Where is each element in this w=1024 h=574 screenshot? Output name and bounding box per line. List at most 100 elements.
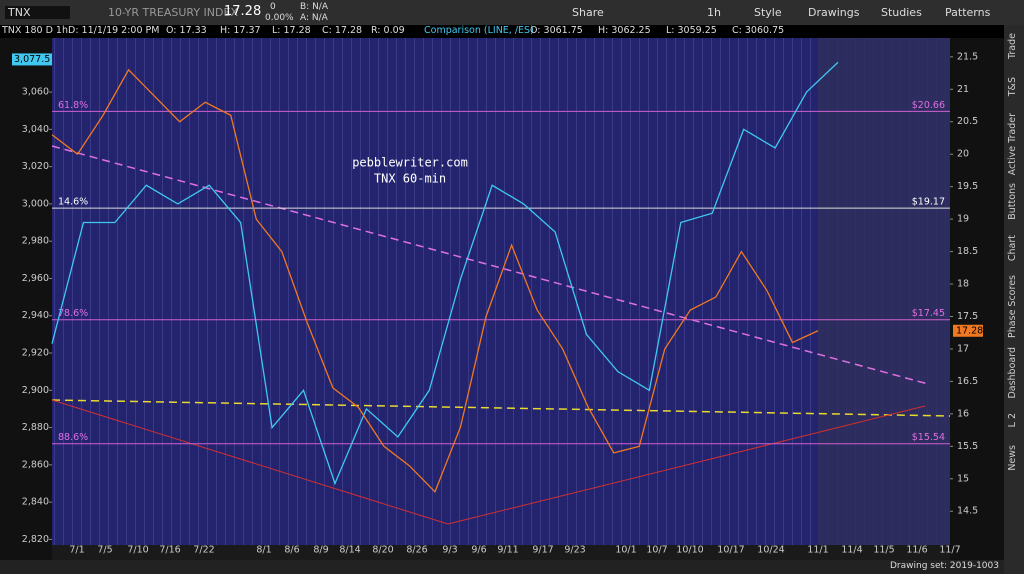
series-line — [51, 68, 819, 493]
side-tab[interactable]: Buttons — [1007, 183, 1018, 220]
y2-tick-label: 20 — [957, 149, 969, 160]
info: O: 3061.75 — [530, 25, 583, 36]
x-tick-label: 7/22 — [193, 545, 214, 556]
trendline — [51, 399, 449, 525]
fib-label: $17.45 — [912, 308, 945, 319]
x-tick-label: 8/26 — [406, 545, 427, 556]
y-tick-label: 3,020 — [22, 161, 49, 172]
y2-tick-label: 14.5 — [957, 506, 978, 517]
fib-pct: 88.6% — [58, 432, 88, 443]
y2-tick-label: 16 — [957, 408, 969, 419]
change: 0 — [270, 2, 276, 12]
x-tick-label: 8/6 — [284, 545, 299, 556]
side-tab[interactable]: Phase Scores — [1007, 275, 1018, 338]
button[interactable]: Patterns — [945, 6, 991, 19]
y-tick-label: 2,860 — [22, 459, 49, 470]
x-tick-label: 8/1 — [256, 545, 271, 556]
y-tick-label: 2,820 — [22, 534, 49, 545]
y-tick-label: 2,880 — [22, 422, 49, 433]
side-tab[interactable]: L 2 — [1007, 413, 1018, 428]
info-bar: TNX 180 D 1h D: 11/1/19 2:00 PM O: 17.33… — [0, 25, 1004, 38]
y2-tick-label: 19.5 — [957, 181, 978, 192]
y2-tick-label: 19 — [957, 214, 969, 225]
x-tick-label: 10/10 — [676, 545, 703, 556]
fib-pct: 14.6% — [58, 197, 88, 208]
info: C: 3060.75 — [732, 25, 785, 36]
button[interactable]: Share — [572, 6, 604, 19]
toolbar: TNX 10-YR TREASURY INDEX 17.28 0 0.00% B… — [0, 0, 1024, 26]
x-tick-label: 10/24 — [757, 545, 784, 556]
x-tick-label: 8/9 — [313, 545, 328, 556]
last: 17.28 — [224, 4, 262, 19]
y-tick-label: 2,900 — [22, 385, 49, 396]
side-tab[interactable]: News — [1007, 445, 1018, 471]
info: H: 3062.25 — [598, 25, 651, 36]
info: TNX 180 D 1h — [2, 25, 68, 36]
x-tick-label: 8/20 — [372, 545, 393, 556]
x-tick-label: 11/7 — [939, 545, 960, 556]
side-tab[interactable]: Dashboard — [1007, 347, 1018, 399]
current-label: 3,077.5 — [14, 54, 50, 65]
x-tick-label: 7/10 — [127, 545, 148, 556]
y-tick-label: 2,920 — [22, 348, 49, 359]
y2-tick-label: 17 — [957, 343, 969, 354]
button[interactable]: Style — [754, 6, 782, 19]
x-tick-label: 10/1 — [615, 545, 636, 556]
future-bg — [818, 38, 950, 545]
y2-tick-label: 15 — [957, 473, 969, 484]
side-tab[interactable]: T&S — [1007, 77, 1018, 97]
info: L: 17.28 — [272, 25, 311, 36]
x-tick-label: 11/1 — [807, 545, 828, 556]
y-tick-label: 3,040 — [22, 124, 49, 135]
fib-pct: 78.6% — [58, 308, 88, 319]
trendline — [447, 405, 926, 525]
info: L: 3059.25 — [666, 25, 717, 36]
symbol-input[interactable]: TNX — [5, 6, 71, 19]
bid: B: N/A — [300, 2, 328, 12]
x-tick-label: 10/17 — [717, 545, 744, 556]
trendline — [51, 399, 951, 417]
chart: pebblewriter.com TNX 60-min 3,060 3,040 3,… — [0, 38, 1004, 560]
status-bar: Drawing set: 2019-1003 — [0, 560, 1004, 574]
y-tick-label: 2,960 — [22, 273, 49, 284]
x-tick-label: 8/14 — [339, 545, 360, 556]
trendline — [51, 145, 929, 385]
fib-label: $19.17 — [912, 197, 945, 208]
change-pct: 0.00% — [265, 13, 294, 23]
x-tick-label: 7/16 — [159, 545, 180, 556]
button[interactable]: 1h — [707, 6, 721, 19]
button[interactable]: Drawings — [808, 6, 860, 19]
info: D: 11/1/19 2:00 PM — [68, 25, 160, 36]
status: Drawing set: 2019-1003 — [890, 561, 999, 571]
left-axis — [0, 38, 52, 560]
side-tab[interactable]: Active Trader — [1007, 113, 1018, 176]
y2-tick-label: 18.5 — [957, 246, 978, 257]
ask: A: N/A — [300, 13, 328, 23]
y2-tick-label: 15.5 — [957, 441, 978, 452]
y2-tick-label: 20.5 — [957, 116, 978, 127]
side-tab[interactable]: Chart — [1007, 235, 1018, 262]
current-tag — [953, 324, 983, 337]
x-tick-label: 9/23 — [564, 545, 585, 556]
series-line — [51, 61, 839, 486]
current-label: 17.28 — [956, 325, 983, 336]
y-tick-label: 3,000 — [22, 198, 49, 209]
y2-tick-label: 21 — [957, 84, 969, 95]
y-tick-label: 2,980 — [22, 236, 49, 247]
fib-pct: 61.8% — [58, 100, 88, 111]
button[interactable]: Studies — [881, 6, 922, 19]
y2-tick-label: 17.5 — [957, 311, 978, 322]
x-tick-label: 9/3 — [442, 545, 457, 556]
annotation: pebblewriter.com — [352, 156, 468, 170]
y2-tick-label: 16.5 — [957, 376, 978, 387]
side-tab[interactable]: Trade — [1007, 33, 1018, 60]
x-tick-label: 9/17 — [532, 545, 553, 556]
annotation: TNX 60-min — [374, 172, 446, 186]
x-tick-label: 9/11 — [497, 545, 518, 556]
x-tick-label: 11/4 — [841, 545, 862, 556]
description: 10-YR TREASURY INDEX — [108, 6, 238, 19]
y2-tick-label: 18 — [957, 279, 969, 290]
x-tick-label: 9/6 — [471, 545, 486, 556]
x-tick-label: 11/6 — [906, 545, 927, 556]
